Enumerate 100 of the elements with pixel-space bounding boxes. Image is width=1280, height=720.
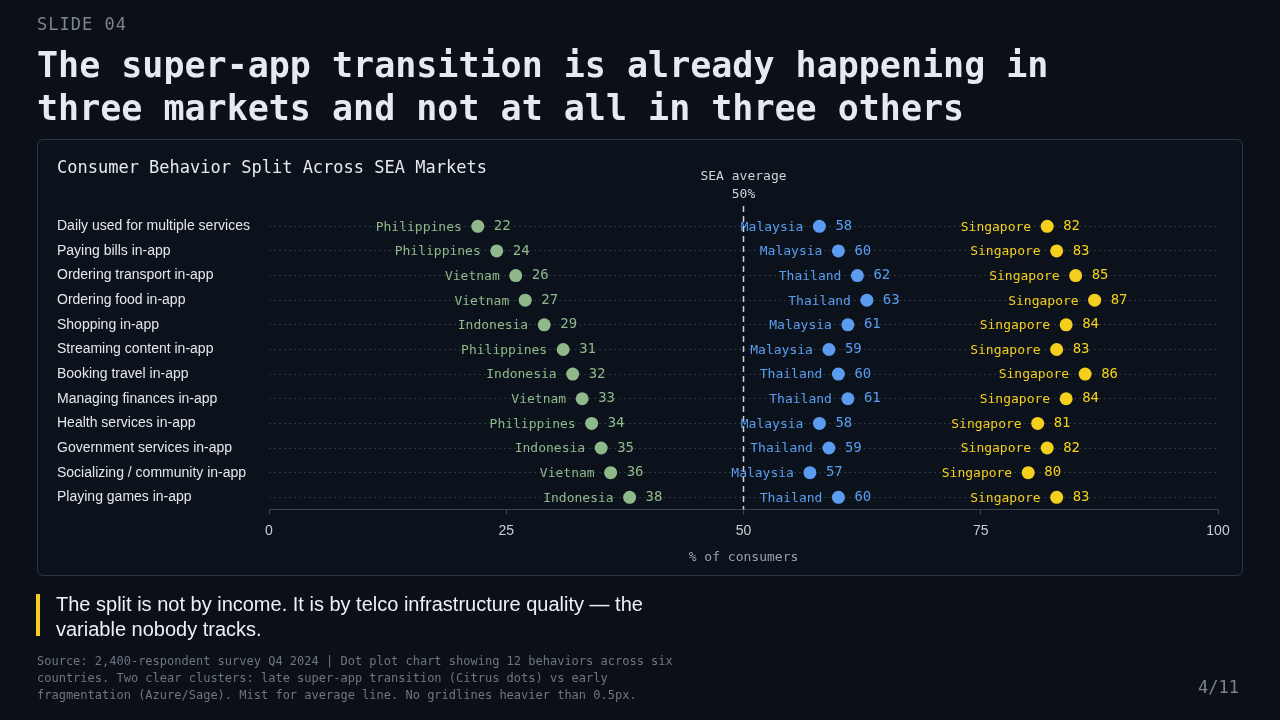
point xyxy=(1040,219,1054,233)
series-label: Thailand xyxy=(759,489,823,505)
data-label: 58 xyxy=(835,216,853,233)
data-label: 59 xyxy=(844,438,862,455)
point xyxy=(623,490,637,504)
y-tick-label: Paying bills in-app xyxy=(57,241,171,258)
point xyxy=(604,466,618,480)
data-label: 61 xyxy=(863,315,881,332)
text: Singapore xyxy=(979,317,1051,333)
point xyxy=(471,219,485,233)
data-label: 60 xyxy=(854,364,872,381)
series-label: Vietnam xyxy=(444,267,500,283)
series-label: Philippines xyxy=(461,341,548,357)
text: Malaysia xyxy=(759,243,823,259)
data-label: 82 xyxy=(1063,438,1081,455)
text: Philippines xyxy=(375,218,462,234)
data-label: 27 xyxy=(541,290,559,307)
point xyxy=(803,466,817,480)
point xyxy=(812,219,826,233)
text: Singapore xyxy=(989,267,1060,283)
data-label: 36 xyxy=(626,463,644,480)
text: Vietnam xyxy=(511,391,567,407)
data-label: 60 xyxy=(854,241,872,258)
data-label: 87 xyxy=(1110,290,1128,307)
y-tick-label: Shopping in-app xyxy=(57,315,160,332)
point xyxy=(831,244,845,258)
y-tick-label: Playing games in-app xyxy=(57,488,192,505)
point xyxy=(860,293,874,307)
data-label: 83 xyxy=(1072,487,1090,504)
series-label: Indonesia xyxy=(543,489,614,505)
source-note: Source: 2,400-respondent survey Q4 2024 | Dot plot chart showing 12 behaviors across six countries. Two clear clusters: late super-app transition (Citrus dots) vs early fragmentation (Azure/Sage). Mist for average line. No gridlines heavier than 0.5px. xyxy=(37,653,674,704)
point xyxy=(518,293,532,307)
point xyxy=(822,342,836,356)
point xyxy=(1059,318,1073,332)
data-label: 22 xyxy=(493,216,511,233)
text: Singapore xyxy=(941,465,1013,481)
data-label: 83 xyxy=(1072,241,1090,258)
point xyxy=(1050,342,1064,356)
point xyxy=(537,318,551,332)
y-tick-label: Booking travel in-app xyxy=(57,364,189,381)
text: Singapore xyxy=(970,243,1041,259)
x-tick-label: 25 xyxy=(498,521,515,538)
point xyxy=(1021,466,1035,480)
series-label: Singapore xyxy=(970,489,1041,505)
point xyxy=(1050,244,1064,258)
data-label: 24 xyxy=(512,241,530,258)
text: 4/11 xyxy=(1198,677,1239,697)
data-label: 63 xyxy=(882,290,900,307)
series-label: Malaysia xyxy=(769,317,832,333)
point xyxy=(822,441,836,455)
data-label: 81 xyxy=(1053,414,1071,431)
text: Thailand xyxy=(778,267,842,283)
point xyxy=(1069,269,1083,283)
text: Singapore xyxy=(951,415,1022,431)
data-label: 83 xyxy=(1072,340,1090,357)
text: Philippines xyxy=(489,415,576,431)
text: Thailand xyxy=(788,292,851,308)
y-tick-label: Streaming content in-app xyxy=(57,340,214,357)
text: Thailand xyxy=(750,440,813,456)
data-label: 82 xyxy=(1063,216,1081,233)
data-label: 85 xyxy=(1091,266,1109,283)
point xyxy=(841,392,855,406)
data-label: 86 xyxy=(1101,364,1118,381)
point xyxy=(575,392,589,406)
data-label: 57 xyxy=(825,463,843,480)
point xyxy=(1059,392,1073,406)
chart-title: The super-app transition is already happening in three markets and not at all in three others xyxy=(37,44,1050,130)
y-tick-label: Ordering food in-app xyxy=(57,291,186,308)
ref-line-label: SEA average 50% xyxy=(700,168,787,201)
text: SLIDE 04 xyxy=(37,14,127,34)
data-label: 38 xyxy=(645,487,663,504)
data-label: 80 xyxy=(1044,463,1062,480)
data-label: 59 xyxy=(844,340,862,357)
text: Malaysia xyxy=(731,465,794,481)
point xyxy=(509,269,523,283)
text: Singapore xyxy=(970,341,1041,357)
data-label: 34 xyxy=(607,414,625,431)
text: Malaysia xyxy=(740,415,804,431)
y-tick-label: Health services in-app xyxy=(57,414,196,431)
text: Thailand xyxy=(769,391,832,407)
data-label: 84 xyxy=(1082,315,1100,332)
point xyxy=(1088,293,1102,307)
point xyxy=(594,441,608,455)
text: Philippines xyxy=(394,243,481,259)
text: Singapore xyxy=(960,218,1032,234)
y-tick-label: Ordering transport in-app xyxy=(57,266,214,283)
point xyxy=(1050,490,1064,504)
point xyxy=(566,367,580,381)
data-label: 32 xyxy=(588,364,606,381)
x-tick-label: 75 xyxy=(972,521,989,538)
point xyxy=(831,367,845,381)
text: Indonesia xyxy=(457,317,529,333)
data-label: 58 xyxy=(835,414,853,431)
data-label: 33 xyxy=(598,389,616,406)
x-tick-label: 0 xyxy=(265,521,274,538)
point xyxy=(831,490,845,504)
data-label: 61 xyxy=(863,389,881,406)
point xyxy=(585,416,599,430)
point xyxy=(1031,416,1045,430)
x-axis-title: % of consumers xyxy=(688,548,799,564)
